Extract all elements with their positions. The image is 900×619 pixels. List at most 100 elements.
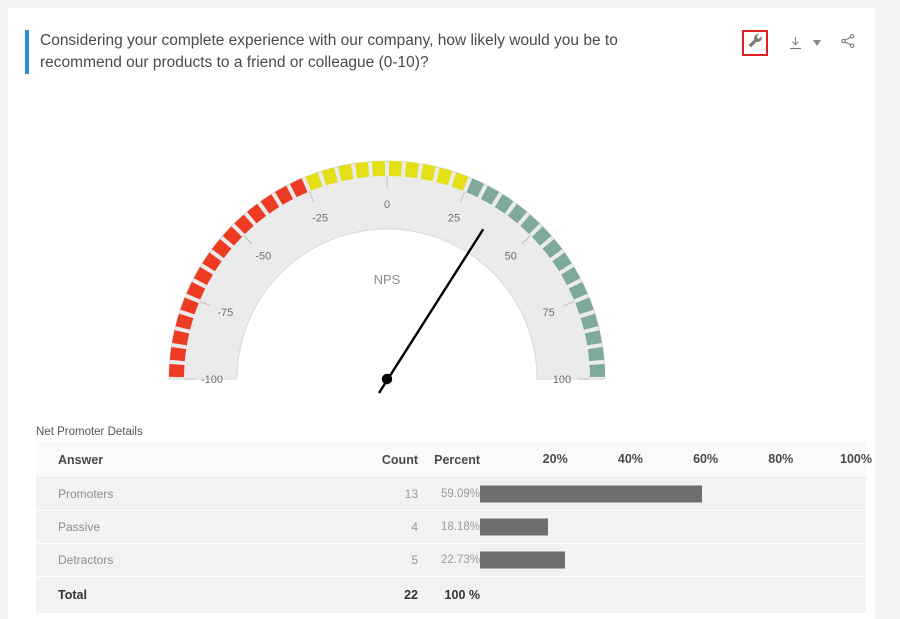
- passives-band-segment: [404, 161, 419, 179]
- details-section-title: Net Promoter Details: [36, 426, 143, 438]
- percent-axis-tick: 60%: [693, 452, 719, 466]
- row-percent: 18.18%: [440, 521, 480, 533]
- gauge-tick-label-layer: -100 -75 -50 -25 0 25 50 75 100: [200, 199, 570, 386]
- row-percent-bar: [480, 551, 566, 569]
- promoters-band-segment: [584, 330, 602, 346]
- share-button[interactable]: [835, 30, 861, 56]
- row-count: 5: [411, 553, 418, 567]
- passives-band-segment: [337, 164, 353, 182]
- gauge-face: [167, 160, 606, 380]
- percent-axis-tick: 80%: [768, 452, 794, 466]
- row-bar-zone: [480, 511, 866, 543]
- detractors-band-segment: [289, 178, 308, 198]
- detractors-band-segment: [260, 194, 279, 214]
- promoters-band-segment: [542, 239, 562, 259]
- gauge-center-label: NPS: [373, 272, 400, 287]
- row-bar-zone: [480, 544, 866, 576]
- table-row: Passive 4 18.18%: [36, 511, 866, 544]
- percent-axis: 20% 40% 60% 80% 100%: [480, 442, 872, 477]
- row-percent-bar: [480, 485, 703, 503]
- gauge-svg: -100 -75 -50 -25 0 25 50 75 100 NPS: [167, 160, 606, 394]
- row-answer: Passive: [58, 520, 101, 534]
- detractors-band-segment: [175, 313, 193, 330]
- promoters-band-segment: [574, 297, 594, 315]
- download-icon[interactable]: [782, 30, 808, 56]
- chevron-down-icon[interactable]: [813, 40, 821, 46]
- gauge-tick-label: -25: [312, 212, 328, 224]
- gauge-tick: [459, 191, 465, 203]
- detractors-band-segment: [246, 203, 266, 224]
- percent-axis-tick: 100%: [840, 452, 872, 466]
- passives-band-segment: [321, 167, 338, 186]
- total-label: Total: [58, 588, 87, 602]
- promoters-band-segment: [480, 185, 499, 205]
- promoters-band-segment: [531, 226, 551, 246]
- column-header-answer: Answer: [58, 452, 104, 467]
- detractors-band-segment: [233, 214, 254, 235]
- passives-band-segment: [420, 164, 436, 182]
- net-promoter-details-table: Answer Count Percent 20% 40% 60% 80% 100% Pr…: [36, 442, 872, 613]
- promoters-band-segment: [568, 281, 588, 300]
- detractors-band-segment: [201, 252, 222, 272]
- gauge-tick-label: -50: [255, 250, 271, 262]
- table-total-row: Total 22 100 %: [36, 577, 866, 613]
- row-bar-zone: [480, 478, 866, 510]
- passives-band-segment: [388, 161, 402, 177]
- promoters-band-segment: [587, 346, 604, 362]
- promoters-band-segment: [551, 252, 572, 272]
- detractors-band-segment: [274, 185, 293, 205]
- passives-band-segment: [305, 172, 322, 191]
- passives-band-segment: [354, 161, 369, 179]
- nps-gauge: -100 -75 -50 -25 0 25 50 75 100 NPS Net Promoter…: [8, 94, 875, 496]
- gauge-tick-layer: [183, 176, 590, 380]
- gauge-tick-label: 0: [383, 199, 389, 211]
- card-header: Considering your complete experience wit…: [8, 8, 875, 88]
- gauge-tick: [521, 235, 531, 245]
- row-percent: 59.09%: [440, 488, 480, 500]
- percent-axis-tick: 20%: [542, 452, 568, 466]
- gauge-tick-label: 75: [542, 307, 554, 319]
- gauge-tick-label: 50: [504, 250, 516, 262]
- promoters-band-segment: [465, 178, 484, 198]
- download-menu[interactable]: [782, 30, 821, 56]
- table-row: Detractors 5 22.73%: [36, 544, 866, 577]
- passives-band-segment: [451, 172, 468, 191]
- row-count: 13: [404, 487, 418, 501]
- detractors-band-segment: [222, 226, 242, 246]
- promoters-band-segment: [519, 214, 540, 235]
- table-header-row: Answer Count Percent 20% 40% 60% 80% 100%: [36, 442, 872, 478]
- table-body: Promoters 13 59.09% Passive 4 18.18% Detractor…: [36, 478, 866, 577]
- row-answer: Detractors: [58, 553, 114, 567]
- detractors-band-segment: [211, 239, 231, 259]
- detractors-band-segment: [193, 266, 213, 286]
- row-percent-bar: [480, 518, 549, 536]
- promoters-band-segment: [507, 203, 527, 224]
- wrench-icon: [747, 33, 763, 54]
- gauge-needle: [377, 228, 484, 394]
- gauge-tick: [198, 300, 211, 307]
- gauge-tick-label: -75: [217, 307, 233, 319]
- needle-pointer: [377, 228, 484, 394]
- question-accent-bar: [25, 30, 29, 74]
- detractors-band-segment: [185, 281, 205, 300]
- total-count: 22: [404, 588, 418, 602]
- gauge-tick: [562, 300, 575, 307]
- passives-band-segment: [435, 167, 452, 186]
- header-action-group: [742, 30, 861, 56]
- detractors-band-segment: [168, 363, 184, 378]
- passives-band-segment: [371, 161, 385, 177]
- question-title: Considering your complete experience wit…: [40, 32, 618, 71]
- column-header-percent: Percent: [434, 452, 480, 467]
- promoters-band-segment: [580, 313, 598, 330]
- survey-result-card: Considering your complete experience wit…: [8, 8, 875, 619]
- row-count: 4: [411, 520, 418, 534]
- gauge-tick: [242, 235, 252, 245]
- percent-axis-tick: 40%: [617, 452, 643, 466]
- detractors-band-segment: [169, 346, 186, 362]
- row-percent: 22.73%: [440, 554, 480, 566]
- detractors-band-segment: [171, 330, 189, 346]
- settings-wrench-button[interactable]: [742, 30, 768, 56]
- needle-hub: [381, 373, 392, 385]
- detractors-band-segment: [179, 297, 199, 315]
